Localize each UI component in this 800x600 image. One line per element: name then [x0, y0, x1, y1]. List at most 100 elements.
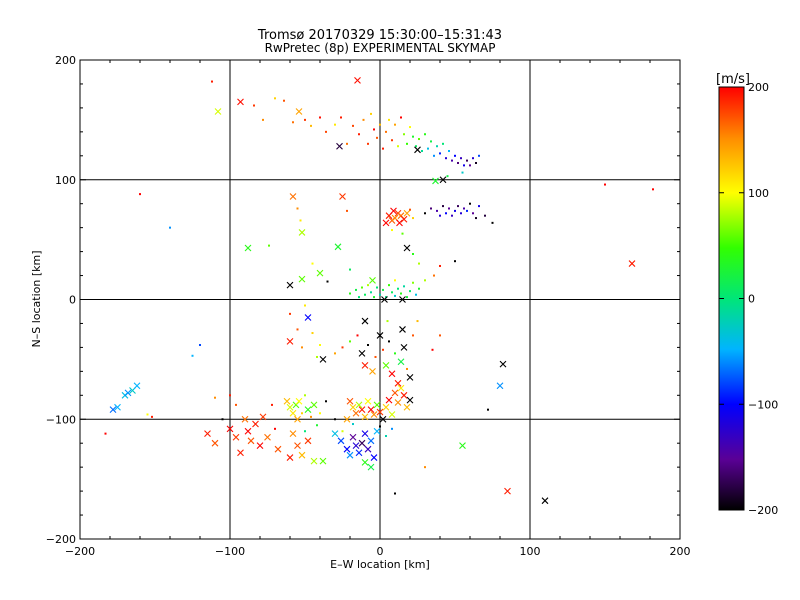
data-point-dot [274, 427, 276, 430]
data-point-dot [299, 219, 302, 222]
data-point-dot [448, 207, 450, 210]
data-point-dot [211, 80, 213, 83]
data-point-cross [541, 497, 549, 505]
data-point-cross [343, 415, 351, 423]
data-point-cross [499, 360, 507, 368]
grid-lines [80, 60, 680, 539]
data-point-dot [439, 152, 441, 155]
data-point-dot [326, 280, 329, 283]
data-point-cross [286, 338, 294, 345]
data-point-dot [451, 159, 453, 162]
data-point-dot [394, 492, 396, 495]
data-point-dot [334, 418, 336, 421]
data-point-dot [436, 145, 438, 148]
data-point-dot [310, 415, 312, 418]
data-point-cross [388, 411, 396, 418]
data-point-cross [367, 406, 375, 414]
data-point-dot [296, 328, 299, 331]
data-point-cross [358, 349, 366, 357]
data-point-dot [367, 344, 369, 347]
data-point-dot [289, 312, 291, 315]
data-point-dot [424, 133, 426, 136]
data-point-cross [214, 108, 222, 115]
data-point-dot [652, 188, 654, 191]
data-point-cross [361, 317, 369, 325]
data-point-cross [331, 430, 339, 438]
data-point-cross [133, 382, 141, 390]
data-point-dot [433, 274, 435, 277]
data-point-cross [399, 296, 406, 303]
data-point-cross [252, 420, 259, 428]
data-point-dot [394, 352, 396, 355]
data-point-dot [379, 425, 381, 428]
data-point-cross [370, 454, 378, 461]
data-point-cross [382, 403, 390, 411]
data-point-cross [237, 98, 244, 106]
data-point-dot [463, 164, 465, 167]
data-point-dot [461, 171, 464, 174]
y-tick-label: 200 [55, 54, 76, 67]
data-point-dot [433, 154, 435, 157]
data-point-cross [397, 358, 405, 366]
data-point-dot [454, 154, 456, 157]
data-point-cross [439, 176, 447, 184]
data-point-dot [409, 290, 411, 293]
data-point-cross [226, 425, 234, 433]
data-point-dot [391, 229, 393, 232]
data-point-dot [400, 292, 402, 295]
data-point-dot [460, 157, 462, 160]
data-point-dot [319, 412, 321, 415]
data-point-dot [274, 97, 276, 100]
data-point-dot [370, 291, 372, 294]
data-point-dot [341, 430, 344, 433]
data-point-dot [394, 123, 396, 126]
data-point-cross [396, 219, 403, 227]
data-point-dot [454, 209, 456, 212]
data-point-cross [316, 269, 324, 277]
data-point-cross [298, 451, 306, 459]
data-point-cross [628, 260, 636, 267]
colorbar-tick-label: 0 [748, 293, 755, 306]
data-point-dot [418, 287, 420, 290]
data-point-dot [415, 293, 417, 296]
data-point-cross [400, 215, 408, 223]
data-point-dot [430, 140, 432, 143]
data-point-cross [289, 409, 297, 417]
data-point-dot [403, 133, 405, 136]
data-point-dot [283, 99, 285, 102]
data-point-dot [466, 159, 468, 162]
data-point-dot [316, 355, 318, 358]
data-point-dot [304, 430, 306, 433]
data-point-dot [463, 207, 465, 210]
data-point-dot [457, 161, 459, 164]
x-tick-label: 0 [377, 545, 384, 558]
data-point-dot [151, 415, 153, 418]
data-point-cross [364, 445, 372, 453]
data-point-dot [340, 116, 342, 119]
data-point-cross [376, 332, 384, 339]
data-point-cross [388, 370, 396, 378]
data-point-dot [445, 157, 447, 160]
data-point-cross [390, 207, 397, 215]
data-point-cross [403, 244, 411, 252]
data-point-dot [460, 212, 462, 215]
data-point-dot [385, 296, 387, 299]
data-point-cross [382, 361, 390, 369]
data-point-cross [304, 437, 312, 445]
data-point-dot [478, 154, 480, 157]
data-point-dot [346, 142, 348, 145]
axis-ticks [79, 59, 681, 540]
data-point-cross [319, 355, 327, 363]
data-point-dot [235, 403, 237, 406]
data-point-cross [381, 296, 388, 303]
data-point-dot [472, 157, 474, 160]
data-point-dot [296, 207, 299, 210]
colorbar-tick-label: 100 [748, 187, 769, 200]
data-point-cross [286, 281, 294, 289]
data-point-dot [385, 130, 387, 133]
data-point-dot [418, 262, 420, 265]
data-point-dot [304, 118, 306, 121]
data-point-cross [244, 244, 252, 252]
data-point-cross [373, 427, 381, 435]
data-point-dot [469, 202, 471, 205]
